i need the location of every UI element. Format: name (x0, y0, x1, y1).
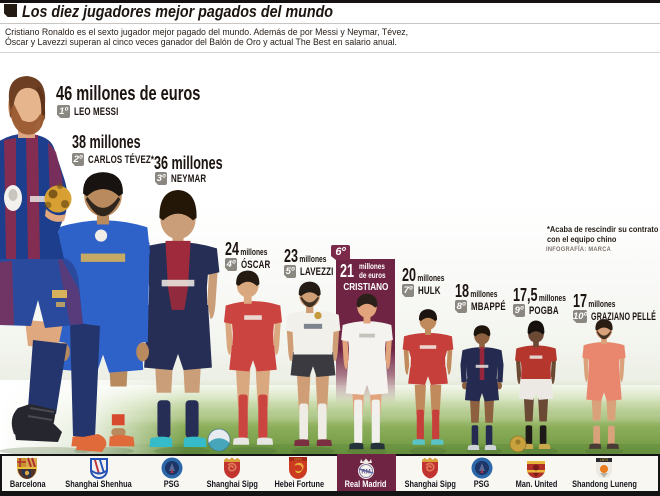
svg-text:LNTS: LNTS (600, 458, 608, 462)
svg-text:RM: RM (361, 470, 370, 476)
svg-text:CFFC: CFFC (294, 457, 303, 461)
